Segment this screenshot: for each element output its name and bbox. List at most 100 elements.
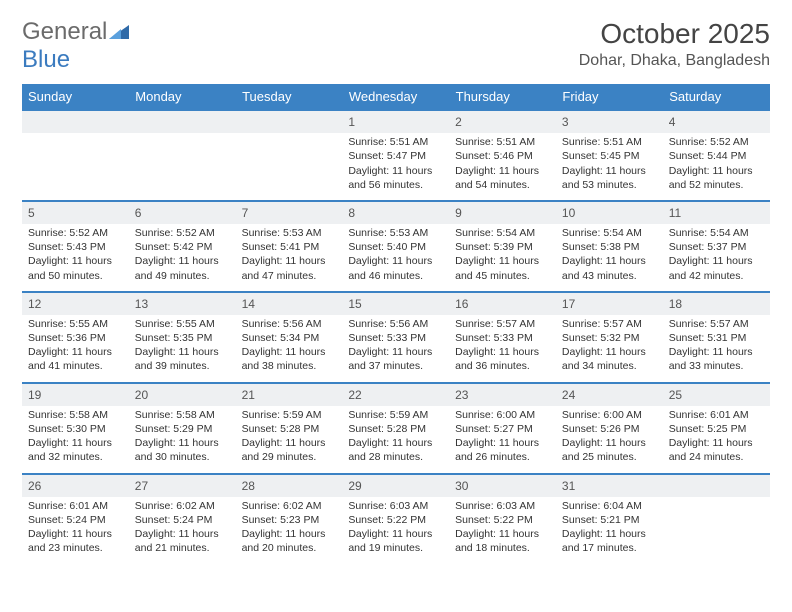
day-number-cell: 12 [22, 292, 129, 315]
logo-mark-icon [109, 18, 129, 46]
day-info-cell: Sunrise: 5:51 AMSunset: 5:47 PMDaylight:… [342, 133, 449, 201]
day-number-cell: 22 [342, 383, 449, 406]
week-info-row: Sunrise: 5:52 AMSunset: 5:43 PMDaylight:… [22, 224, 770, 292]
day-info-cell: Sunrise: 5:55 AMSunset: 5:36 PMDaylight:… [22, 315, 129, 383]
day-info-cell: Sunrise: 5:55 AMSunset: 5:35 PMDaylight:… [129, 315, 236, 383]
calendar-body: 1234Sunrise: 5:51 AMSunset: 5:47 PMDayli… [22, 110, 770, 563]
day-number-cell [236, 110, 343, 133]
day-number-cell: 11 [663, 201, 770, 224]
logo: General Blue [22, 18, 129, 74]
calendar-table: SundayMondayTuesdayWednesdayThursdayFrid… [22, 84, 770, 563]
month-title: October 2025 [579, 18, 770, 50]
day-info-cell: Sunrise: 6:02 AMSunset: 5:24 PMDaylight:… [129, 497, 236, 564]
day-info-cell: Sunrise: 5:57 AMSunset: 5:33 PMDaylight:… [449, 315, 556, 383]
day-number-cell: 10 [556, 201, 663, 224]
day-number-cell: 24 [556, 383, 663, 406]
week-info-row: Sunrise: 5:55 AMSunset: 5:36 PMDaylight:… [22, 315, 770, 383]
day-info-cell: Sunrise: 5:57 AMSunset: 5:32 PMDaylight:… [556, 315, 663, 383]
day-info-cell [663, 497, 770, 564]
day-info-cell: Sunrise: 5:52 AMSunset: 5:42 PMDaylight:… [129, 224, 236, 292]
day-number-cell: 15 [342, 292, 449, 315]
day-number-cell: 4 [663, 110, 770, 133]
day-info-cell: Sunrise: 5:58 AMSunset: 5:30 PMDaylight:… [22, 406, 129, 474]
day-info-cell: Sunrise: 5:53 AMSunset: 5:41 PMDaylight:… [236, 224, 343, 292]
week-daynum-row: 12131415161718 [22, 292, 770, 315]
logo-word1: General [22, 18, 107, 45]
header: General Blue October 2025 Dohar, Dhaka, … [22, 18, 770, 74]
day-number-cell [129, 110, 236, 133]
day-info-cell [236, 133, 343, 201]
day-number-cell: 20 [129, 383, 236, 406]
day-number-cell: 26 [22, 474, 129, 497]
day-number-cell: 30 [449, 474, 556, 497]
day-info-cell: Sunrise: 5:59 AMSunset: 5:28 PMDaylight:… [342, 406, 449, 474]
day-number-cell: 8 [342, 201, 449, 224]
day-number-cell: 28 [236, 474, 343, 497]
day-info-cell: Sunrise: 5:52 AMSunset: 5:44 PMDaylight:… [663, 133, 770, 201]
day-info-cell: Sunrise: 6:03 AMSunset: 5:22 PMDaylight:… [342, 497, 449, 564]
day-info-cell: Sunrise: 6:02 AMSunset: 5:23 PMDaylight:… [236, 497, 343, 564]
week-daynum-row: 19202122232425 [22, 383, 770, 406]
day-info-cell: Sunrise: 5:54 AMSunset: 5:39 PMDaylight:… [449, 224, 556, 292]
day-number-cell: 5 [22, 201, 129, 224]
day-number-cell: 31 [556, 474, 663, 497]
day-info-cell: Sunrise: 5:56 AMSunset: 5:34 PMDaylight:… [236, 315, 343, 383]
day-info-cell: Sunrise: 5:51 AMSunset: 5:45 PMDaylight:… [556, 133, 663, 201]
day-info-cell: Sunrise: 5:52 AMSunset: 5:43 PMDaylight:… [22, 224, 129, 292]
day-header: Monday [129, 84, 236, 110]
day-info-cell [22, 133, 129, 201]
day-number-cell: 2 [449, 110, 556, 133]
day-info-cell: Sunrise: 5:53 AMSunset: 5:40 PMDaylight:… [342, 224, 449, 292]
day-header: Wednesday [342, 84, 449, 110]
day-number-cell: 25 [663, 383, 770, 406]
week-daynum-row: 567891011 [22, 201, 770, 224]
day-number-cell: 21 [236, 383, 343, 406]
day-info-cell: Sunrise: 6:00 AMSunset: 5:26 PMDaylight:… [556, 406, 663, 474]
day-number-cell [663, 474, 770, 497]
day-number-cell: 1 [342, 110, 449, 133]
logo-word2: Blue [22, 46, 70, 73]
title-block: October 2025 Dohar, Dhaka, Bangladesh [579, 18, 770, 70]
day-header: Thursday [449, 84, 556, 110]
day-info-cell: Sunrise: 5:51 AMSunset: 5:46 PMDaylight:… [449, 133, 556, 201]
day-info-cell: Sunrise: 5:54 AMSunset: 5:37 PMDaylight:… [663, 224, 770, 292]
day-info-cell: Sunrise: 6:00 AMSunset: 5:27 PMDaylight:… [449, 406, 556, 474]
day-number-cell: 13 [129, 292, 236, 315]
day-header: Tuesday [236, 84, 343, 110]
day-number-cell: 29 [342, 474, 449, 497]
day-info-cell [129, 133, 236, 201]
week-info-row: Sunrise: 6:01 AMSunset: 5:24 PMDaylight:… [22, 497, 770, 564]
week-daynum-row: 1234 [22, 110, 770, 133]
day-info-cell: Sunrise: 5:59 AMSunset: 5:28 PMDaylight:… [236, 406, 343, 474]
day-info-cell: Sunrise: 6:01 AMSunset: 5:24 PMDaylight:… [22, 497, 129, 564]
day-number-cell: 7 [236, 201, 343, 224]
week-info-row: Sunrise: 5:51 AMSunset: 5:47 PMDaylight:… [22, 133, 770, 201]
day-number-cell: 19 [22, 383, 129, 406]
day-number-cell: 27 [129, 474, 236, 497]
day-header: Saturday [663, 84, 770, 110]
day-number-cell [22, 110, 129, 133]
day-number-cell: 16 [449, 292, 556, 315]
day-info-cell: Sunrise: 5:57 AMSunset: 5:31 PMDaylight:… [663, 315, 770, 383]
logo-text: General Blue [22, 18, 129, 74]
location: Dohar, Dhaka, Bangladesh [579, 52, 770, 70]
day-header-row: SundayMondayTuesdayWednesdayThursdayFrid… [22, 84, 770, 110]
week-daynum-row: 262728293031 [22, 474, 770, 497]
day-info-cell: Sunrise: 5:54 AMSunset: 5:38 PMDaylight:… [556, 224, 663, 292]
day-number-cell: 9 [449, 201, 556, 224]
day-header: Friday [556, 84, 663, 110]
day-info-cell: Sunrise: 5:56 AMSunset: 5:33 PMDaylight:… [342, 315, 449, 383]
day-number-cell: 23 [449, 383, 556, 406]
day-info-cell: Sunrise: 6:01 AMSunset: 5:25 PMDaylight:… [663, 406, 770, 474]
day-number-cell: 18 [663, 292, 770, 315]
day-header: Sunday [22, 84, 129, 110]
week-info-row: Sunrise: 5:58 AMSunset: 5:30 PMDaylight:… [22, 406, 770, 474]
day-info-cell: Sunrise: 5:58 AMSunset: 5:29 PMDaylight:… [129, 406, 236, 474]
day-number-cell: 17 [556, 292, 663, 315]
day-number-cell: 6 [129, 201, 236, 224]
day-number-cell: 14 [236, 292, 343, 315]
calendar-head: SundayMondayTuesdayWednesdayThursdayFrid… [22, 84, 770, 110]
day-info-cell: Sunrise: 6:03 AMSunset: 5:22 PMDaylight:… [449, 497, 556, 564]
day-number-cell: 3 [556, 110, 663, 133]
day-info-cell: Sunrise: 6:04 AMSunset: 5:21 PMDaylight:… [556, 497, 663, 564]
